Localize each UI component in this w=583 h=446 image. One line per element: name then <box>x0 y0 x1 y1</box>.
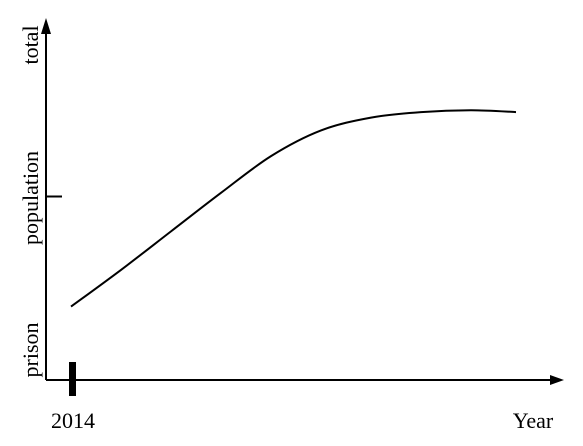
x-axis-label: Year <box>513 408 554 433</box>
x-tick-2014 <box>69 362 76 396</box>
y-axis-arrow <box>41 18 51 34</box>
series-line-0 <box>70 109 517 308</box>
x-tick-label-2014: 2014 <box>51 408 95 433</box>
y-axis-label-population: population <box>18 151 43 245</box>
marks <box>70 109 517 308</box>
y-axis-label-prison: prison <box>18 323 43 378</box>
x-axis-arrow <box>550 375 564 385</box>
axes <box>41 18 564 396</box>
y-axis-label-total: total <box>18 25 43 64</box>
